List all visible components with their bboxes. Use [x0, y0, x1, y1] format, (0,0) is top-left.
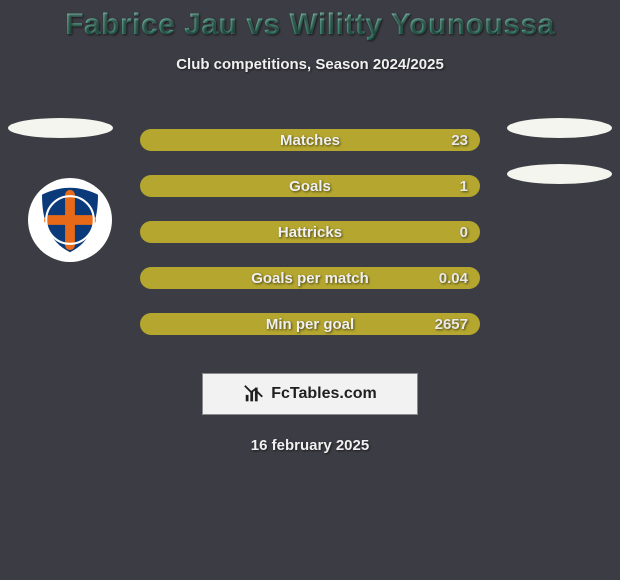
stat-label: Matches — [280, 132, 340, 149]
left-player-badge — [8, 118, 113, 138]
stat-bar: Goals per match 0.04 — [140, 267, 480, 289]
stat-value: 0 — [460, 224, 468, 241]
stat-value: 23 — [451, 132, 468, 149]
stats-card: Fabrice Jau vs Wilitty Younoussa Club co… — [0, 0, 620, 580]
subtitle: Club competitions, Season 2024/2025 — [0, 56, 620, 73]
attribution-box: FcTables.com — [202, 373, 418, 415]
stat-label: Goals per match — [251, 270, 369, 287]
stat-value: 1 — [460, 178, 468, 195]
stat-row: Matches 23 — [0, 117, 620, 163]
stat-label: Goals — [289, 178, 331, 195]
stat-row: Min per goal 2657 — [0, 301, 620, 347]
page-title: Fabrice Jau vs Wilitty Younoussa — [0, 0, 620, 42]
stat-bar: Hattricks 0 — [140, 221, 480, 243]
stat-label: Min per goal — [266, 316, 354, 333]
stat-bar: Goals 1 — [140, 175, 480, 197]
stat-bar: Matches 23 — [140, 129, 480, 151]
stat-label: Hattricks — [278, 224, 342, 241]
club-logo — [28, 178, 112, 262]
attribution-text: FcTables.com — [271, 385, 377, 403]
stat-row: Goals per match 0.04 — [0, 255, 620, 301]
right-player-badge — [507, 164, 612, 184]
stat-value: 2657 — [435, 316, 468, 333]
date-text: 16 february 2025 — [0, 437, 620, 454]
stat-value: 0.04 — [439, 270, 468, 287]
right-player-badge — [507, 118, 612, 138]
stat-bar: Min per goal 2657 — [140, 313, 480, 335]
barchart-icon — [243, 383, 265, 405]
shield-icon — [35, 185, 105, 255]
